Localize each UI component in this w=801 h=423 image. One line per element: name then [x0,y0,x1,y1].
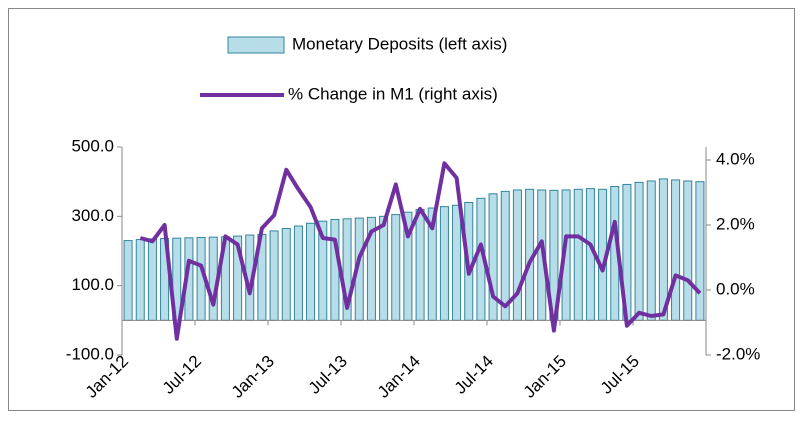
bar [306,222,316,321]
y2-tick-label: 2.0% [716,214,755,233]
legend-label: % Change in M1 (right axis) [288,84,498,103]
bar [415,208,425,321]
y2-tick-label: 4.0% [716,149,755,168]
bar [330,218,340,321]
bar [147,238,157,321]
y-tick-label: 300.0 [71,206,114,225]
bar [379,215,389,321]
bar [293,225,303,321]
y-tick-label: 100.0 [71,275,114,294]
y2-tick-label: 0.0% [716,279,755,298]
bar [135,239,145,321]
bar [123,240,133,321]
bar [695,181,705,321]
bar [634,181,644,321]
line [139,161,702,341]
bar [452,204,462,321]
legend-label: Monetary Deposits (left axis) [292,34,507,53]
legend-swatch [227,36,285,54]
bar [671,179,681,321]
y-tick-label: 500.0 [71,136,114,155]
y2-tick-label: -2.0% [716,344,760,363]
bar [439,206,449,321]
bar [269,230,279,321]
bar [683,180,693,321]
bar [281,227,291,321]
bar [646,180,656,321]
bar [512,189,522,321]
y-tick-label: -100.0 [66,344,114,363]
bar [573,188,583,321]
bar [391,214,401,321]
bar [488,193,498,321]
